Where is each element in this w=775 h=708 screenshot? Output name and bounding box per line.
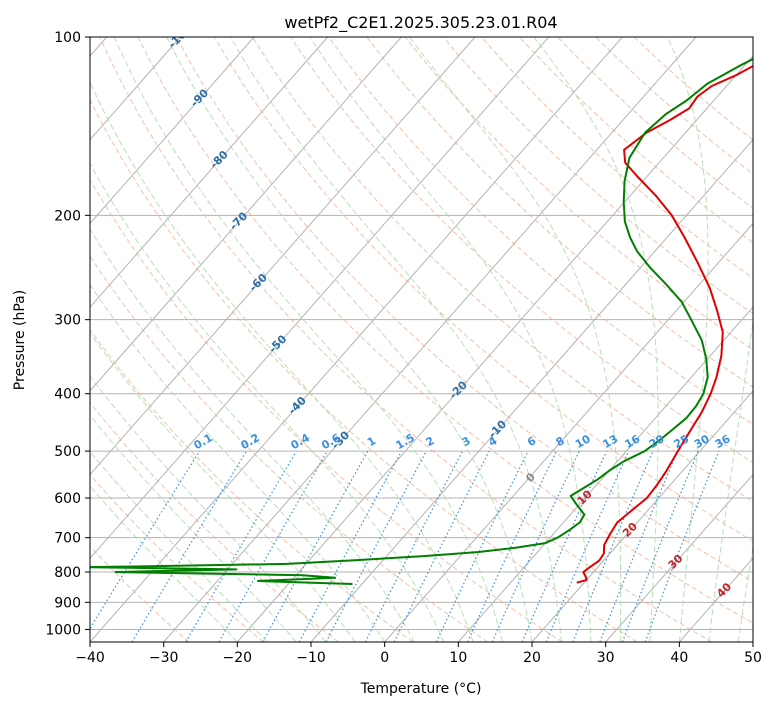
- dry-adiabat-line: [99, 37, 712, 642]
- x-tick-label: 30: [597, 650, 615, 666]
- dry-adiabat-line: [404, 37, 753, 351]
- moist-adiabat-line: [90, 283, 386, 642]
- y-tick-label: 900: [54, 595, 81, 611]
- moist-adiabat-line: [230, 37, 562, 642]
- isotherm-line: [90, 37, 255, 225]
- sounding-series: [90, 57, 753, 585]
- mixing-ratio-line: [572, 450, 654, 642]
- mixing-ratio-line: [90, 450, 201, 630]
- isotherm-line: [384, 222, 753, 642]
- mixing-ratio-line: [545, 450, 630, 642]
- moist-adiabat-line: [113, 37, 503, 642]
- mixing-ratio-line: [599, 450, 679, 642]
- moist-adiabat-line: [533, 37, 659, 642]
- dry-adiabat-lines: [90, 37, 753, 642]
- isotherm-lines: [90, 37, 753, 642]
- x-axis-label: Temperature (°C): [360, 681, 482, 697]
- plot-frame: [89, 36, 754, 643]
- x-tick-label: −40: [75, 650, 105, 666]
- dry-adiabat-line: [90, 401, 339, 642]
- y-axis-ticks: 100 200 300 400 500 600 700 800 900 1000: [45, 30, 90, 638]
- moist-adiabat-lines: [90, 37, 753, 642]
- moist-adiabat-line: [90, 451, 268, 642]
- mixing-ratio-line: [218, 450, 328, 642]
- dry-adiabat-line: [251, 37, 753, 503]
- y-tick-label: 300: [54, 313, 81, 329]
- moist-adiabat-line: [667, 37, 709, 642]
- mixing-ratio-line: [644, 450, 720, 642]
- isotherm-line: [236, 55, 753, 642]
- x-tick-label: 0: [380, 650, 389, 666]
- moist-adiabat-line: [90, 162, 445, 642]
- y-tick-label: 100: [54, 30, 81, 46]
- dry-adiabat-line: [213, 37, 753, 542]
- dry-adiabat-line: [90, 178, 563, 642]
- dry-adiabat-line: [90, 98, 638, 642]
- y-tick-label: 700: [54, 531, 81, 547]
- dry-adiabat-line: [90, 329, 414, 642]
- moist-adiabat-line: [309, 37, 592, 642]
- temperature-line: [576, 64, 753, 584]
- moist-adiabat-line: [90, 485, 238, 642]
- moist-adiabat-line: [708, 317, 753, 642]
- y-tick-label: 800: [54, 565, 81, 581]
- y-axis-label: Pressure (hPa): [12, 290, 28, 390]
- isotherm-line: [90, 37, 476, 476]
- isotherm-line: [163, 37, 697, 642]
- isotherm-line: [531, 390, 753, 642]
- isotherm-line: [605, 473, 753, 642]
- chart-title: wetPf2_C2E1.2025.305.23.01.R04: [284, 13, 557, 33]
- mixing-ratio-line: [521, 450, 608, 642]
- moist-adiabat-line: [409, 37, 622, 642]
- isotherm-line: [457, 306, 753, 642]
- x-tick-label: 10: [449, 650, 467, 666]
- x-tick-label: −10: [296, 650, 326, 666]
- dry-adiabat-line: [290, 37, 753, 464]
- isotherm-line: [90, 37, 402, 392]
- isotherm-line: [90, 37, 329, 308]
- dewpoint-line: [90, 57, 753, 585]
- isotherm-line: [90, 37, 181, 141]
- y-tick-label: 400: [54, 387, 81, 403]
- mixing-ratio-line: [364, 450, 464, 642]
- x-tick-label: −30: [149, 650, 179, 666]
- moist-adiabat-line: [90, 228, 415, 642]
- moist-adiabat-line: [90, 81, 474, 642]
- mixing-ratio-line: [621, 450, 699, 642]
- x-tick-label: 40: [670, 650, 688, 666]
- moist-adiabat-line: [90, 375, 327, 642]
- x-tick-label: 50: [744, 650, 762, 666]
- mixing-ratio-line: [298, 450, 403, 642]
- mixing-ratio-line: [393, 450, 490, 642]
- plot-area: -100-90-80-70-60-50-40-30-20-10010203040…: [90, 37, 753, 642]
- moist-adiabat-line: [90, 414, 297, 642]
- isotherm-line: [90, 37, 623, 642]
- isotherm-line: [90, 37, 550, 560]
- dry-adiabat-line: [90, 473, 264, 642]
- moist-adiabat-line: [166, 37, 533, 642]
- dry-adiabat-line: [137, 37, 753, 624]
- mixing-ratio-lines: [90, 450, 720, 642]
- dry-adiabat-line: [90, 255, 488, 642]
- y-tick-label: 600: [54, 491, 81, 507]
- y-tick-label: 1000: [45, 622, 81, 638]
- dry-adiabat-line: [175, 37, 753, 583]
- x-tick-label: −20: [223, 650, 253, 666]
- x-axis-ticks: −40 −30 −20 −10 0 10 20 30 40 50: [75, 642, 762, 666]
- y-tick-label: 200: [54, 208, 81, 224]
- y-tick-label: 500: [54, 444, 81, 460]
- dry-adiabat-line: [328, 37, 753, 425]
- x-tick-label: 20: [523, 650, 541, 666]
